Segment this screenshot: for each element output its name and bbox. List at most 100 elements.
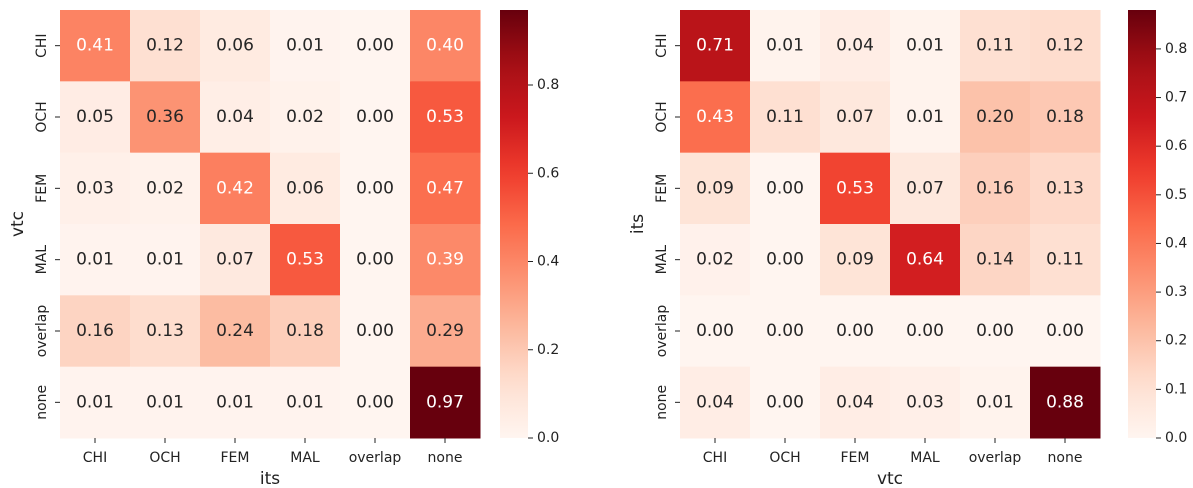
cell-label: 0.01 <box>976 392 1014 412</box>
heatmap-cell <box>750 10 821 82</box>
heatmap-cell <box>960 81 1031 154</box>
heatmap-cell <box>410 366 481 439</box>
heatmap-cell <box>820 81 891 154</box>
heatmap-cell <box>820 152 891 225</box>
cell-label: 0.01 <box>216 392 254 412</box>
cell-label: 0.00 <box>1046 321 1084 341</box>
heatmap-cell <box>340 152 411 225</box>
cell-label: 0.01 <box>906 107 944 127</box>
heatmap-cell <box>680 152 751 225</box>
colorbar-tick-label: 0.0 <box>1165 430 1187 446</box>
cell-label: 0.13 <box>1046 178 1084 198</box>
heatmap: 0.71 0.01 0.04 0.01 0.11 0.12 0.43 0.11 0.07 0.01… <box>680 10 1101 439</box>
x-axis-label: vtc <box>877 469 903 488</box>
heatmap-cell <box>340 224 411 296</box>
cell-label: 0.04 <box>836 392 874 412</box>
cell-label: 0.07 <box>836 107 874 127</box>
cell-label: 0.14 <box>976 250 1014 270</box>
y-tick-label: overlap <box>654 305 670 358</box>
heatmap-cell <box>340 81 411 154</box>
heatmap-cell <box>820 295 891 368</box>
heatmap-cell <box>1030 224 1101 296</box>
cell-label: 0.01 <box>146 392 184 412</box>
heatmap-cell <box>60 81 131 154</box>
cell-label: 0.03 <box>76 178 114 198</box>
heatmap-cell <box>130 81 201 154</box>
heatmap-cell <box>200 224 271 296</box>
cell-label: 0.20 <box>976 107 1014 127</box>
heatmap-cell <box>410 224 481 296</box>
heatmap-cell <box>60 10 131 82</box>
cell-label: 0.00 <box>696 321 734 341</box>
cell-label: 0.53 <box>286 250 324 270</box>
cell-label: 0.88 <box>1046 392 1084 412</box>
cell-label: 0.18 <box>286 321 324 341</box>
heatmap-cell <box>410 152 481 225</box>
heatmap-cell <box>130 152 201 225</box>
colorbar-tick-label: 0.7 <box>1165 90 1187 106</box>
x-tick-label: overlap <box>969 450 1022 466</box>
heatmap-cell <box>680 295 751 368</box>
heatmap-cell <box>820 224 891 296</box>
cell-label: 0.11 <box>1046 250 1084 270</box>
heatmap-cell <box>270 152 341 225</box>
heatmap-cell <box>750 81 821 154</box>
y-axis-label: vtc <box>8 211 28 237</box>
heatmap-cell <box>60 224 131 296</box>
cell-label: 0.01 <box>146 250 184 270</box>
cell-label: 0.00 <box>356 250 394 270</box>
heatmap-cell <box>890 224 961 296</box>
colorbar-tick-label: 0.0 <box>537 430 559 446</box>
x-axis-label: its <box>260 469 280 488</box>
heatmap-cell <box>130 224 201 296</box>
cell-label: 0.03 <box>906 392 944 412</box>
cell-label: 0.07 <box>906 178 944 198</box>
cell-label: 0.01 <box>76 250 114 270</box>
heatmap-cell <box>820 10 891 82</box>
heatmap-cell <box>60 152 131 225</box>
cell-label: 0.04 <box>836 36 874 56</box>
heatmap-cell <box>820 366 891 439</box>
heatmap-cell <box>960 152 1031 225</box>
heatmap-cell <box>200 366 271 439</box>
heatmap-cell <box>960 366 1031 439</box>
cell-label: 0.39 <box>426 250 464 270</box>
cell-label: 0.47 <box>426 178 464 198</box>
x-tick-label: OCH <box>149 450 180 466</box>
x-tick-label: OCH <box>769 450 800 466</box>
heatmap-cell <box>680 81 751 154</box>
cell-label: 0.36 <box>146 107 184 127</box>
cell-label: 0.00 <box>766 250 804 270</box>
cell-label: 0.00 <box>836 321 874 341</box>
heatmap-cell <box>750 152 821 225</box>
x-tick-label: CHI <box>83 450 107 466</box>
cell-label: 0.53 <box>426 107 464 127</box>
heatmap-cell <box>750 366 821 439</box>
cell-label: 0.09 <box>696 178 734 198</box>
y-tick-label: overlap <box>34 305 50 358</box>
cell-label: 0.06 <box>216 36 254 56</box>
cell-label: 0.00 <box>766 392 804 412</box>
colorbar-tick-label: 0.8 <box>537 77 559 93</box>
x-tick-label: FEM <box>841 450 870 466</box>
colorbar-tick-label: 0.5 <box>1165 187 1187 203</box>
cell-label: 0.18 <box>1046 107 1084 127</box>
cell-label: 0.01 <box>76 392 114 412</box>
colorbar-tick-label: 0.3 <box>1165 284 1187 300</box>
heatmap-cell <box>270 295 341 368</box>
cell-label: 0.00 <box>356 392 394 412</box>
heatmap-cell <box>200 295 271 368</box>
heatmap-cell <box>890 152 961 225</box>
cell-label: 0.07 <box>216 250 254 270</box>
heatmap-cell <box>270 10 341 82</box>
heatmap-cell <box>680 224 751 296</box>
cell-label: 0.53 <box>836 178 874 198</box>
cell-label: 0.00 <box>766 321 804 341</box>
heatmap-cell <box>890 366 961 439</box>
heatmap-cell <box>270 366 341 439</box>
heatmap-cell <box>890 81 961 154</box>
cell-label: 0.13 <box>146 321 184 341</box>
cell-label: 0.02 <box>286 107 324 127</box>
cell-label: 0.09 <box>836 250 874 270</box>
heatmap-cell <box>340 295 411 368</box>
